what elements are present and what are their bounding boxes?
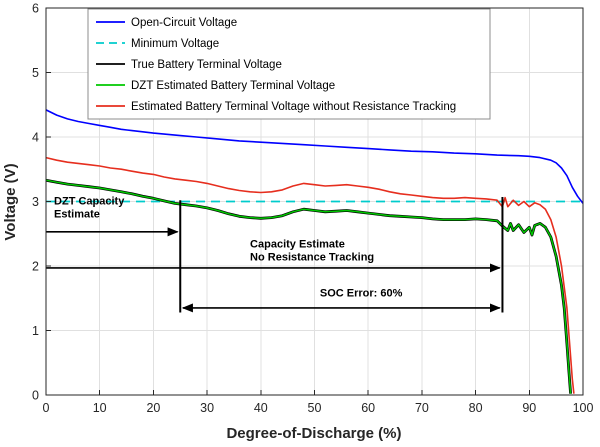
x-tick-label: 90 [522,401,536,415]
x-tick-label: 10 [93,401,107,415]
series-layer [45,109,584,394]
x-tick-label: 30 [200,401,214,415]
annotation-layer: DZT Capacity Estimate Capacity Estimate No … [46,196,504,313]
legend-entry-minimum-voltage: Minimum Voltage [96,38,219,50]
x-axis-label: Degree-of-Discharge (%) [226,425,401,442]
y-tick-label: 5 [32,66,39,80]
series-true-terminal-voltage [45,178,572,394]
legend-box [87,8,491,120]
x-tick-label: 50 [308,401,322,415]
annotation-text-capacity-estimate-no-rt-label: Capacity Estimate No Resistance Tracking [250,238,374,263]
legend-entry-estimated-no-resistance-tracking: Estimated Battery Terminal Voltage witho… [96,101,456,113]
annotation-text-soc-error-label: SOC Error: 60% [320,287,403,299]
series-estimated-no-resistance-tracking [45,156,575,394]
legend-entry-true-terminal-voltage: True Battery Terminal Voltage [96,59,282,71]
y-tick-label: 0 [32,389,39,403]
legend-entry-open-circuit-voltage: Open-Circuit Voltage [96,17,237,29]
axis-layer: 0 10 20 30 40 50 60 70 80 90 100 0 1 2 3 4 5 6 [32,2,593,416]
legend-label: DZT Estimated Battery Terminal Voltage [131,80,335,92]
legend-label: Estimated Battery Terminal Voltage witho… [131,101,456,113]
x-tick-label: 40 [254,401,268,415]
y-axis-label: Voltage (V) [2,163,19,240]
x-tick-label: 70 [415,401,429,415]
legend-label: Minimum Voltage [131,38,219,50]
legend-label: Open-Circuit Voltage [131,17,237,29]
x-tick-label: 20 [146,401,160,415]
y-tick-label: 4 [32,131,39,145]
x-tick-label: 0 [43,401,50,415]
legend: Open-Circuit Voltage Minimum Voltage True … [87,8,491,120]
y-tick-label: 1 [32,324,39,338]
y-tick-label: 3 [32,195,39,209]
series-open-circuit-voltage [45,109,584,204]
x-tick-label: 80 [469,401,483,415]
series-dzt-estimated-terminal-voltage [45,179,572,394]
legend-label: True Battery Terminal Voltage [131,59,282,71]
x-tick-label: 60 [361,401,375,415]
y-tick-label: 2 [32,260,39,274]
annotation-text-dzt-capacity-estimate-label: DZT Capacity Estimate [54,196,125,221]
legend-entry-dzt-estimated-terminal-voltage: DZT Estimated Battery Terminal Voltage [96,80,335,92]
y-tick-label: 6 [32,2,39,16]
x-tick-label: 100 [573,401,594,415]
